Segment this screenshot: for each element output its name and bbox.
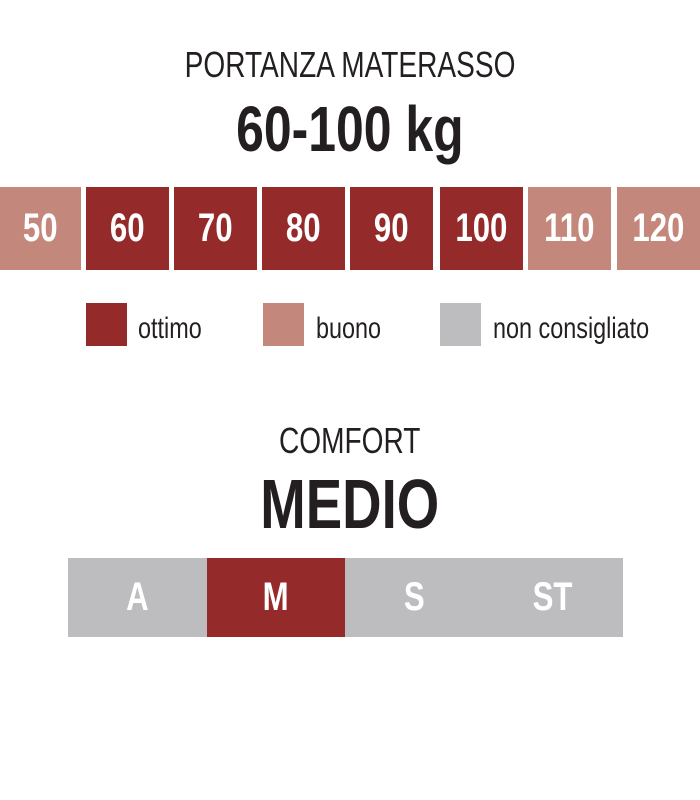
weight-label: 120	[632, 206, 685, 250]
legend-swatch-non-consigliato	[440, 303, 481, 346]
weight-label: 50	[23, 206, 58, 250]
comfort-level-st: ST	[483, 558, 623, 637]
weight-label: 90	[374, 206, 409, 250]
portanza-title: PORTANZA MATERASSO	[184, 44, 516, 85]
weight-box-70: 70	[174, 187, 257, 270]
weight-label: 110	[544, 206, 595, 250]
weight-box-100: 100	[440, 187, 523, 270]
weight-box-90: 90	[350, 187, 433, 270]
comfort-level-a: A	[68, 558, 207, 637]
weight-label: 60	[110, 206, 145, 250]
portanza-value: 60-100 kg	[236, 93, 464, 165]
legend-label-ottimo: ottimo	[138, 312, 202, 345]
weight-label: 100	[455, 206, 508, 250]
comfort-title: COMFORT	[279, 420, 421, 461]
weight-box-110: 110	[528, 187, 611, 270]
weight-box-120: 120	[617, 187, 700, 270]
comfort-level-label: S	[404, 575, 425, 619]
comfort-level-m: M	[206, 558, 346, 637]
weight-box-60: 60	[86, 187, 169, 270]
legend-swatch-buono	[263, 303, 304, 346]
weight-label: 70	[198, 206, 233, 250]
weight-box-80: 80	[262, 187, 345, 270]
legend-label-buono: buono	[316, 312, 382, 345]
weight-label: 80	[286, 206, 321, 250]
comfort-level-label: M	[262, 575, 289, 619]
legend-label-non-consigliato: non consigliato	[493, 312, 650, 345]
comfort-value: MEDIO	[260, 465, 440, 543]
comfort-level-label: A	[126, 575, 149, 619]
weight-box-50: 50	[0, 187, 81, 270]
legend-swatch-ottimo	[86, 303, 127, 346]
comfort-level-label: ST	[533, 575, 573, 619]
comfort-level-s: S	[345, 558, 484, 637]
